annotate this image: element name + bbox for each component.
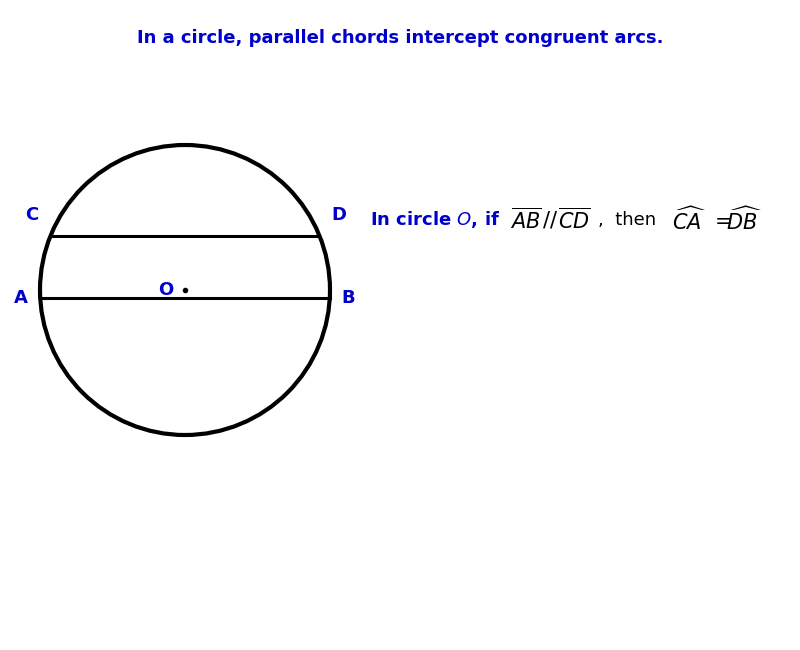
Text: $\mathit{//}$: $\mathit{//}$ (542, 209, 558, 231)
Text: D: D (331, 205, 346, 224)
Text: ,  then: , then (598, 211, 656, 229)
Text: In circle $\mathit{O}$, if: In circle $\mathit{O}$, if (370, 209, 500, 231)
Text: $\widehat{CA}$: $\widehat{CA}$ (672, 207, 706, 233)
Text: $\overline{AB}$: $\overline{AB}$ (510, 207, 542, 233)
Text: O: O (158, 281, 173, 299)
Text: B: B (342, 289, 355, 307)
Text: $\widehat{DB}$: $\widehat{DB}$ (726, 207, 762, 233)
Text: $\overline{CD}$: $\overline{CD}$ (558, 207, 590, 233)
Text: A: A (14, 289, 28, 307)
Text: C: C (26, 205, 38, 224)
Text: $=$: $=$ (710, 210, 731, 230)
Text: In a circle, parallel chords intercept congruent arcs.: In a circle, parallel chords intercept c… (137, 29, 663, 47)
